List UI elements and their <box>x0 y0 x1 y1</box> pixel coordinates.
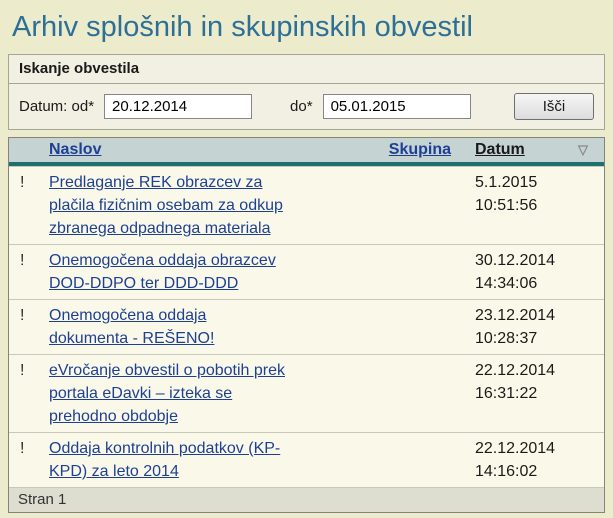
date-from-input[interactable] <box>104 94 253 119</box>
notice-link[interactable]: Predlaganje REK obrazcev za plačila fizi… <box>49 174 283 237</box>
date-from-label: Datum: od* <box>19 98 95 115</box>
notice-datetime: 30.12.2014 14:34:06 <box>463 249 604 295</box>
search-panel: Iskanje obvestila Datum: od* do* Išči <box>8 54 605 130</box>
notice-link[interactable]: Onemogočena oddaja obrazcev DOD-DDPO ter… <box>49 252 276 292</box>
skupina-cell <box>289 249 463 295</box>
search-form-row: Datum: od* do* Išči <box>9 84 604 129</box>
skupina-cell <box>289 171 463 240</box>
table-row: ! Predlaganje REK obrazcev za plačila fi… <box>9 166 604 244</box>
table-row: ! eVročanje obvestil o pobotih prek port… <box>9 354 604 432</box>
notice-date: 30.12.2014 <box>475 252 556 269</box>
column-header-skupina[interactable]: Skupina <box>388 141 451 158</box>
notice-datetime: 23.12.2014 10:28:37 <box>463 304 604 350</box>
notice-datetime: 22.12.2014 14:16:02 <box>463 437 604 483</box>
notice-link[interactable]: eVročanje obvestil o pobotih prek portal… <box>49 362 285 425</box>
table-header-row: Naslov Skupina Datum ▽ <box>9 138 604 166</box>
search-panel-title: Iskanje obvestila <box>9 55 604 84</box>
notice-datetime: 22.12.2014 16:31:22 <box>463 359 604 428</box>
skupina-cell <box>289 359 463 428</box>
column-header-naslov[interactable]: Naslov <box>49 141 102 158</box>
alert-marker: ! <box>20 362 25 379</box>
notice-time: 14:34:06 <box>475 275 538 292</box>
notice-date: 22.12.2014 <box>475 362 556 379</box>
pagination-status: Stran 1 <box>9 487 604 512</box>
alert-marker: ! <box>20 252 25 269</box>
notice-table: Naslov Skupina Datum ▽ ! Predlaganje REK… <box>8 137 605 513</box>
alert-marker: ! <box>20 174 25 191</box>
page-title: Arhiv splošnih in skupinskih obvestil <box>12 11 473 43</box>
table-row: ! Onemogočena oddaja obrazcev DOD-DDPO t… <box>9 244 604 299</box>
alert-marker: ! <box>20 440 25 457</box>
notice-time: 16:31:22 <box>475 385 538 402</box>
search-button[interactable]: Išči <box>514 93 594 120</box>
notice-time: 10:51:56 <box>475 197 538 214</box>
date-to-label: do* <box>290 98 313 115</box>
sort-descending-icon[interactable]: ▽ <box>578 142 588 157</box>
column-header-datum[interactable]: Datum <box>475 141 525 158</box>
notice-time: 10:28:37 <box>475 330 538 347</box>
notice-link[interactable]: Oddaja kontrolnih podatkov (KP-KPD) za l… <box>49 440 281 480</box>
alert-marker: ! <box>20 307 25 324</box>
notice-time: 14:16:02 <box>475 463 538 480</box>
notice-datetime: 5.1.2015 10:51:56 <box>463 171 604 240</box>
notice-date: 5.1.2015 <box>475 174 538 191</box>
skupina-cell <box>289 304 463 350</box>
date-to-input[interactable] <box>322 94 471 119</box>
table-row: ! Oddaja kontrolnih podatkov (KP-KPD) za… <box>9 432 604 487</box>
table-row: ! Onemogočena oddaja dokumenta - REŠENO!… <box>9 299 604 354</box>
notice-date: 23.12.2014 <box>475 307 556 324</box>
notice-link[interactable]: Onemogočena oddaja dokumenta - REŠENO! <box>49 307 215 347</box>
skupina-cell <box>289 437 463 483</box>
notice-date: 22.12.2014 <box>475 440 556 457</box>
